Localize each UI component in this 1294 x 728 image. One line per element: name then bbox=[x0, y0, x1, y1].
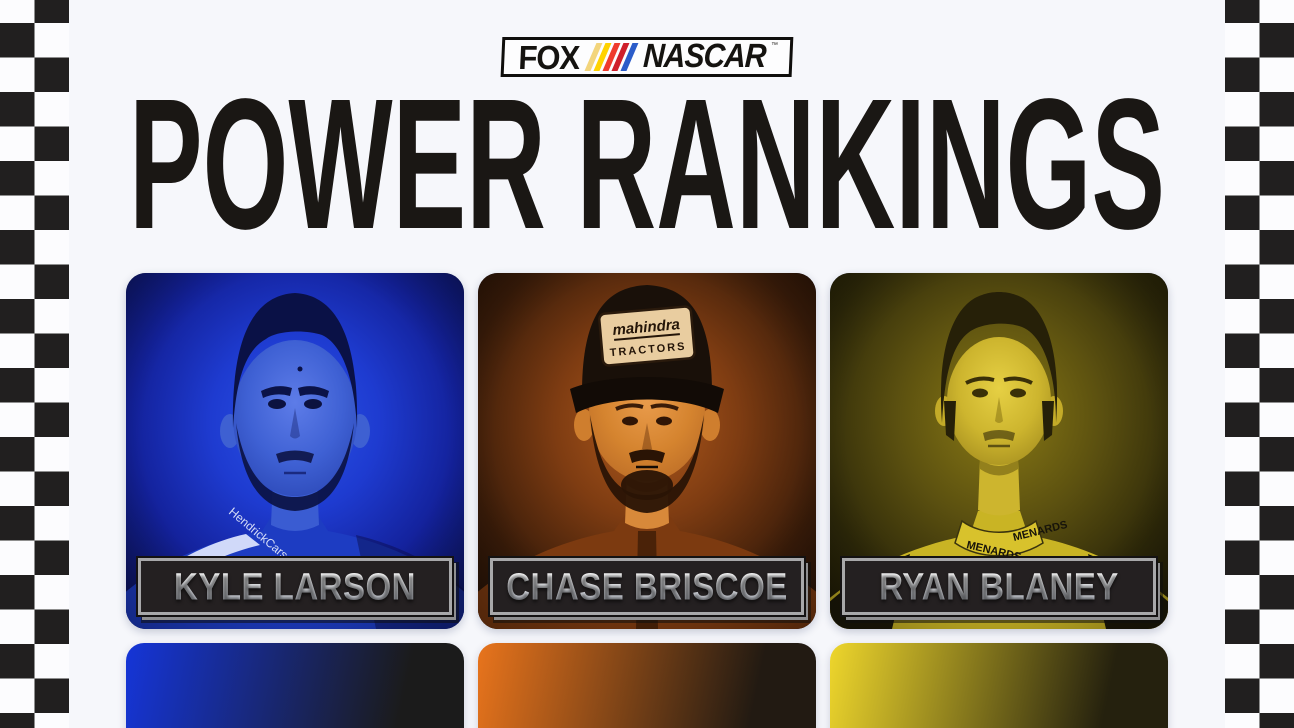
fox-wordmark: FOX bbox=[517, 38, 581, 76]
driver-card: mahindra TRACTORS CHASE BRISCOE bbox=[478, 273, 816, 629]
fox-nascar-logo: FOX NASCAR ™ bbox=[500, 37, 794, 77]
next-driver-card-peek bbox=[126, 643, 464, 728]
rankings-row: HendrickCars.com KYLE LARSON bbox=[126, 273, 1168, 629]
next-driver-card-peek bbox=[478, 643, 816, 728]
title-text: POWER RANKINGS bbox=[129, 92, 1165, 234]
nascar-wordmark: NASCAR bbox=[642, 37, 767, 75]
driver-nameplate: KYLE LARSON bbox=[138, 558, 452, 615]
driver-name: CHASE BRISCOE bbox=[506, 565, 788, 608]
next-rankings-row-peek bbox=[126, 643, 1168, 728]
next-driver-card-peek bbox=[830, 643, 1168, 728]
driver-nameplate: CHASE BRISCOE bbox=[490, 558, 804, 615]
trademark-symbol: ™ bbox=[770, 42, 779, 49]
checkered-flag-border-left bbox=[0, 0, 69, 728]
driver-name: KYLE LARSON bbox=[173, 565, 416, 608]
nascar-stripes-icon bbox=[584, 43, 639, 71]
page-title: POWER RANKINGS bbox=[127, 92, 1167, 234]
driver-name: RYAN BLANEY bbox=[879, 565, 1119, 608]
driver-nameplate: RYAN BLANEY bbox=[842, 558, 1156, 615]
driver-card: MENARDS MENARDS RYAN BLANEY bbox=[830, 273, 1168, 629]
driver-card: HendrickCars.com KYLE LARSON bbox=[126, 273, 464, 629]
checkered-flag-border-right bbox=[1225, 0, 1294, 728]
title-svg: POWER RANKINGS bbox=[129, 92, 1165, 234]
